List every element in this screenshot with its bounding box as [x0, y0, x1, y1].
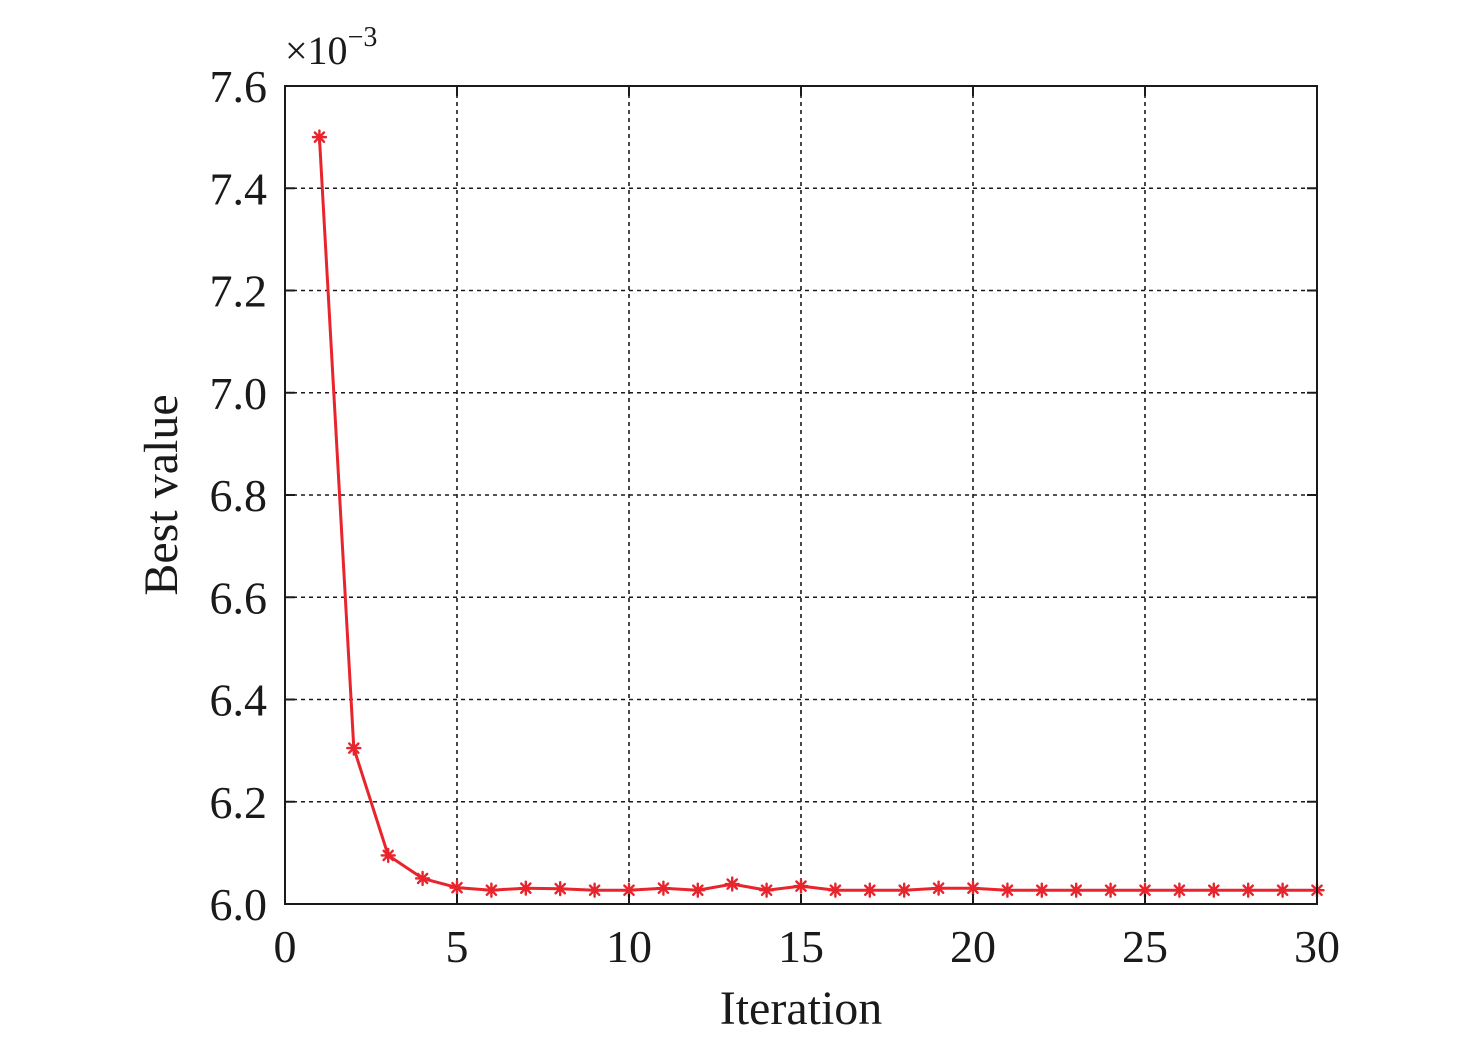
marker-stroke: [1070, 884, 1082, 896]
y-tick-label: 7.0: [210, 368, 268, 419]
marker-stroke: [520, 882, 532, 894]
data-point-marker: [1137, 882, 1153, 898]
marker-stroke: [692, 884, 704, 896]
data-point-marker: [1240, 882, 1256, 898]
marker-stroke: [795, 880, 807, 892]
y-tick-label: 6.6: [210, 572, 268, 623]
x-tick-label: 20: [950, 921, 996, 972]
marker-stroke: [348, 742, 360, 754]
marker-stroke: [1104, 884, 1117, 896]
marker-stroke: [416, 872, 429, 885]
data-point-marker: [380, 847, 396, 864]
data-point-marker: [1206, 882, 1222, 898]
data-point-marker: [414, 870, 431, 887]
data-point-marker: [518, 880, 534, 896]
data-point-marker: [999, 882, 1016, 898]
x-tick-label: 25: [1122, 921, 1168, 972]
y-tick-label: 6.8: [210, 470, 268, 521]
marker-stroke: [485, 884, 498, 896]
x-tick-label: 15: [778, 921, 824, 972]
marker-stroke: [1139, 884, 1151, 896]
marker-stroke: [554, 882, 566, 895]
y-axis-multiplier-exponent: −3: [348, 22, 378, 53]
y-tick-label: 7.4: [210, 163, 268, 214]
y-axis-multiplier-base: ×10: [285, 28, 348, 73]
grid: [285, 86, 1317, 904]
marker-stroke: [1036, 884, 1048, 896]
y-axis-title: Best value: [135, 394, 188, 595]
data-point-marker: [621, 882, 637, 898]
marker-stroke: [932, 882, 945, 894]
tick-marks: [284, 85, 1318, 905]
data-point-marker: [827, 882, 844, 898]
marker-stroke: [898, 884, 910, 896]
y-tick-label: 6.4: [210, 675, 268, 726]
marker-stroke: [657, 882, 670, 894]
data-point-marker: [1068, 882, 1084, 898]
data-point-marker: [724, 876, 740, 892]
x-tick-label: 0: [274, 921, 297, 972]
marker-stroke: [1276, 884, 1289, 896]
y-axis-multiplier: ×10−3: [285, 22, 377, 73]
data-point-marker: [1102, 882, 1119, 898]
data-point-marker: [655, 880, 672, 896]
data-point-marker: [690, 882, 706, 898]
x-axis-title: Iteration: [720, 982, 883, 1035]
data-point-marker: [483, 882, 500, 898]
marker-stroke: [760, 884, 773, 896]
y-tick-labels: 6.0 6.2 6.4 6.6 6.8 7.0 7.2 7.4 7.6: [210, 61, 268, 930]
x-tick-label: 10: [606, 921, 652, 972]
data-point-marker: [758, 882, 775, 898]
series-line: [317, 137, 1317, 892]
data-point-marker: [586, 882, 603, 898]
data-point-marker: [1034, 882, 1050, 898]
marker-stroke: [1173, 884, 1186, 896]
data-point-marker: [793, 878, 809, 894]
marker-stroke: [382, 849, 394, 862]
marker-stroke: [1208, 884, 1220, 896]
data-point-marker: [311, 129, 328, 145]
y-tick-label: 6.2: [210, 777, 268, 828]
x-tick-label: 30: [1294, 921, 1340, 972]
data-point-marker: [896, 882, 912, 898]
marker-stroke: [864, 884, 876, 896]
marker-stroke: [829, 884, 842, 896]
y-tick-label: 7.6: [210, 61, 268, 112]
marker-stroke: [1242, 884, 1254, 896]
data-point-marker: [965, 880, 981, 896]
series-layer: [311, 129, 1325, 898]
x-tick-labels: 0 5 10 15 20 25 30: [274, 921, 1341, 972]
y-tick-label: 6.0: [210, 879, 268, 930]
data-point-marker: [552, 880, 568, 897]
data-point-marker: [346, 740, 362, 756]
marker-stroke: [726, 878, 738, 890]
x-tick-label: 5: [446, 921, 469, 972]
data-point-marker: [1171, 882, 1188, 898]
marker-stroke: [588, 884, 601, 896]
marker-stroke: [313, 131, 326, 143]
marker-stroke: [623, 884, 635, 896]
data-point-marker: [449, 879, 465, 896]
marker-stroke: [451, 881, 463, 894]
y-tick-label: 7.2: [210, 266, 268, 317]
data-point-marker: [862, 882, 878, 898]
marker-stroke: [1001, 884, 1014, 896]
marker-stroke: [967, 882, 979, 894]
data-point-marker: [1274, 882, 1291, 898]
data-point-marker: [930, 880, 947, 896]
